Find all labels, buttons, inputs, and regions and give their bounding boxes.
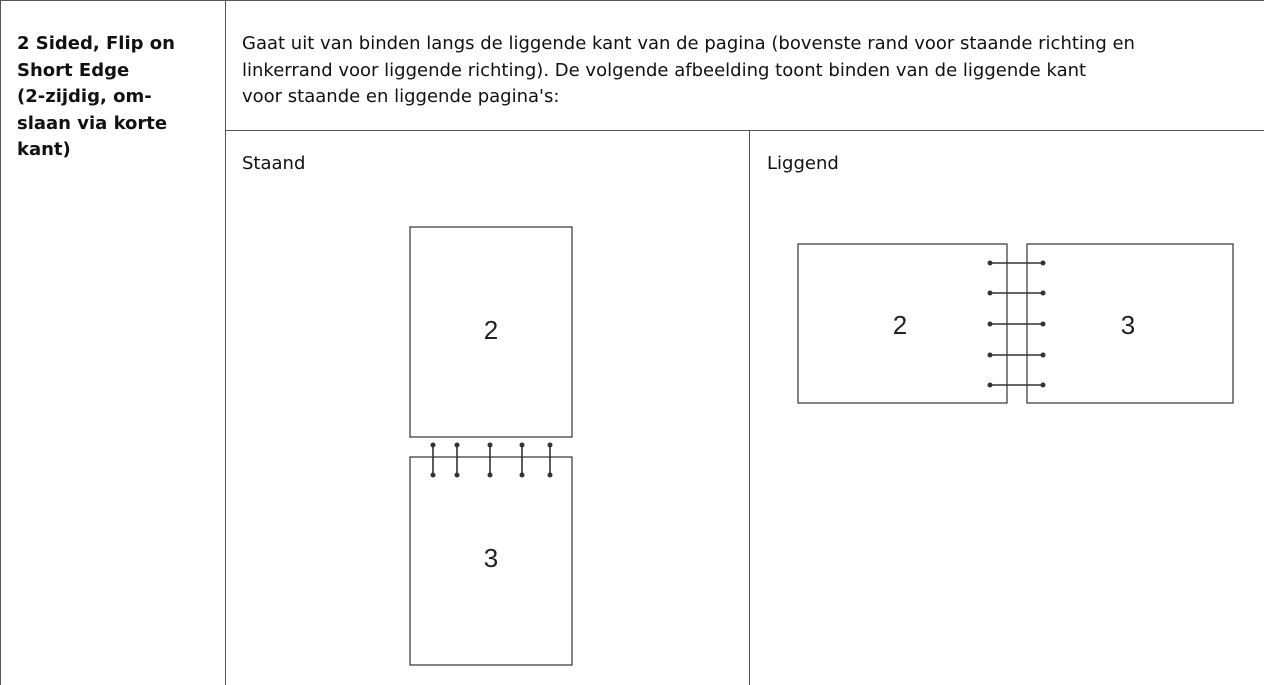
ring-hole [454, 442, 460, 448]
text-line: Gaat uit van binden langs de liggende ka… [242, 33, 1135, 54]
border [225, 0, 226, 685]
portrait-label: Staand [242, 153, 306, 174]
ring-hole [454, 472, 460, 478]
landscape-label: Liggend [767, 153, 839, 174]
page-number: 2 [893, 310, 907, 340]
text-line: Short Edge [17, 59, 130, 81]
border [225, 130, 1264, 131]
page [409, 456, 573, 666]
text-line: kant) [17, 139, 71, 160]
ring-hole [487, 472, 493, 478]
page-number: 3 [484, 543, 498, 573]
text-line: slaan via korte [17, 112, 168, 134]
ring-hole [519, 442, 525, 448]
binding-rings [987, 260, 1046, 388]
binding-rings [430, 442, 553, 478]
ring-hole [547, 442, 553, 448]
ring-hole [430, 472, 436, 478]
text-line: (2-zijdig, om- [17, 86, 152, 107]
page [797, 243, 1008, 404]
ring-hole [987, 260, 993, 266]
ring-hole [430, 442, 436, 448]
ring-hole [1040, 321, 1046, 327]
ring-hole [987, 290, 993, 296]
ring-hole [1040, 260, 1046, 266]
ring-hole [1040, 290, 1046, 296]
ring-hole [547, 472, 553, 478]
ring-hole [1040, 352, 1046, 358]
ring-hole [487, 442, 493, 448]
ring-hole [1040, 382, 1046, 388]
ring-hole [987, 382, 993, 388]
description: Gaat uit van binden langs de liggende ka… [242, 31, 1135, 111]
border [749, 130, 750, 685]
text-line: voor staande en liggende pagina's: [242, 86, 560, 107]
text-line: linkerrand voor liggende richting). De v… [242, 59, 1087, 81]
border [0, 0, 1264, 1]
page-number: 3 [1121, 310, 1135, 340]
ring-hole [987, 352, 993, 358]
border [0, 0, 1, 685]
text-line: 2 Sided, Flip on [17, 33, 175, 54]
row-label: 2 Sided, Flip on Short Edge (2-zijdig, om-… [17, 31, 175, 164]
ring-hole [519, 472, 525, 478]
page [1026, 243, 1234, 404]
ring-hole [987, 321, 993, 327]
page-number: 2 [484, 315, 498, 345]
page [409, 226, 573, 438]
